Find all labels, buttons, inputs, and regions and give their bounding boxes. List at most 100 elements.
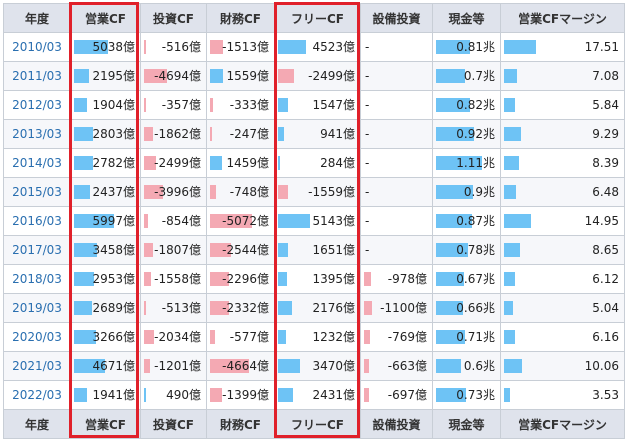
footer-header-investing-cf[interactable]: 投資CF bbox=[140, 409, 207, 439]
operating-cf-margin-cell: 10.06 bbox=[500, 351, 625, 381]
cash-bar bbox=[436, 185, 474, 199]
capex-cell: -663億 bbox=[360, 351, 433, 381]
col-header-operating-cf-margin[interactable]: 営業CFマージン bbox=[500, 3, 625, 33]
investing-cf-value: -854億 bbox=[161, 214, 201, 228]
capex-value: - bbox=[365, 98, 370, 112]
operating-cf-margin-value: 9.29 bbox=[592, 127, 619, 141]
investing-cf-cell: -357億 bbox=[140, 90, 207, 120]
table-row: 2017/03 3458億 -1807億 -2544億 1651億 - 0.78兆 8.65 bbox=[3, 235, 625, 265]
footer-header-capex[interactable]: 設備投資 bbox=[360, 409, 433, 439]
fiscal-year-link[interactable]: 2016/03 bbox=[3, 206, 71, 236]
capex-value: - bbox=[365, 127, 370, 141]
free-cf-value: 5143億 bbox=[312, 214, 355, 228]
financing-cf-cell: -247億 bbox=[206, 119, 275, 149]
fiscal-year-link[interactable]: 2019/03 bbox=[3, 293, 71, 323]
operating-cf-margin-cell: 6.48 bbox=[500, 177, 625, 207]
fiscal-year-link[interactable]: 2022/03 bbox=[3, 380, 71, 410]
cash-cell: 0.92兆 bbox=[432, 119, 501, 149]
free-cf-value: 1232億 bbox=[312, 330, 355, 344]
footer-header-cash[interactable]: 現金等 bbox=[432, 409, 501, 439]
fiscal-year-link[interactable]: 2020/03 bbox=[3, 322, 71, 352]
fiscal-year-link[interactable]: 2017/03 bbox=[3, 235, 71, 265]
col-header-operating-cf[interactable]: 営業CF bbox=[70, 3, 141, 33]
footer-header-operating-cf-margin[interactable]: 営業CFマージン bbox=[500, 409, 625, 439]
free-cf-bar bbox=[278, 98, 288, 112]
table-row: 2022/03 1941億 490億 -1399億 2431億 -697億 0.73兆 3.5… bbox=[3, 380, 625, 410]
operating-cf-margin-cell: 9.29 bbox=[500, 119, 625, 149]
fiscal-year-link[interactable]: 2014/03 bbox=[3, 148, 71, 178]
free-cf-value: 941億 bbox=[320, 127, 355, 141]
capex-cell: - bbox=[360, 61, 433, 91]
fiscal-year-link[interactable]: 2013/03 bbox=[3, 119, 71, 149]
capex-cell: -697億 bbox=[360, 380, 433, 410]
table-header: 年度 営業CF 投資CF 財務CF フリーCF 設備投資 現金等 営業CFマージ… bbox=[3, 3, 625, 33]
operating-cf-cell: 2195億 bbox=[70, 61, 141, 91]
cash-value: 0.71兆 bbox=[456, 330, 495, 344]
fiscal-year-link[interactable]: 2011/03 bbox=[3, 61, 71, 91]
financing-cf-value: -577億 bbox=[229, 330, 269, 344]
col-header-free-cf[interactable]: フリーCF bbox=[274, 3, 361, 33]
operating-cf-margin-cell: 14.95 bbox=[500, 206, 625, 236]
free-cf-value: -2499億 bbox=[308, 69, 355, 83]
financing-cf-bar bbox=[210, 69, 223, 83]
col-header-capex[interactable]: 設備投資 bbox=[360, 3, 433, 33]
cash-value: 1.11兆 bbox=[456, 156, 495, 170]
operating-cf-value: 3266億 bbox=[92, 330, 135, 344]
operating-cf-margin-bar bbox=[504, 359, 523, 373]
col-header-year[interactable]: 年度 bbox=[3, 3, 71, 33]
footer-header-financing-cf[interactable]: 財務CF bbox=[206, 409, 275, 439]
footer-header-operating-cf[interactable]: 営業CF bbox=[70, 409, 141, 439]
cash-bar bbox=[436, 156, 482, 170]
financing-cf-value: 1459億 bbox=[226, 156, 269, 170]
fiscal-year-link[interactable]: 2012/03 bbox=[3, 90, 71, 120]
financing-cf-value: -1399億 bbox=[222, 388, 269, 402]
capex-bar bbox=[364, 301, 372, 315]
operating-cf-bar bbox=[74, 69, 89, 83]
operating-cf-margin-cell: 8.39 bbox=[500, 148, 625, 178]
operating-cf-margin-value: 5.04 bbox=[592, 301, 619, 315]
operating-cf-bar bbox=[74, 185, 91, 199]
fiscal-year-link[interactable]: 2010/03 bbox=[3, 32, 71, 62]
free-cf-cell: 3470億 bbox=[274, 351, 361, 381]
financing-cf-bar bbox=[210, 127, 213, 141]
operating-cf-margin-value: 10.06 bbox=[584, 359, 619, 373]
capex-value: -769億 bbox=[387, 330, 427, 344]
operating-cf-bar bbox=[74, 156, 93, 170]
free-cf-cell: 1547億 bbox=[274, 90, 361, 120]
fiscal-year-link[interactable]: 2015/03 bbox=[3, 177, 71, 207]
cash-value: 0.82兆 bbox=[456, 98, 495, 112]
fiscal-year-link[interactable]: 2018/03 bbox=[3, 264, 71, 294]
table-row: 2010/03 5038億 -516億 -1513億 4523億 - 0.81兆 17.51 bbox=[3, 32, 625, 62]
col-header-investing-cf[interactable]: 投資CF bbox=[140, 3, 207, 33]
investing-cf-bar bbox=[144, 330, 154, 344]
col-header-financing-cf[interactable]: 財務CF bbox=[206, 3, 275, 33]
operating-cf-value: 2195億 bbox=[92, 69, 135, 83]
operating-cf-margin-value: 17.51 bbox=[584, 40, 619, 54]
financing-cf-bar bbox=[210, 330, 215, 344]
free-cf-value: -1559億 bbox=[308, 185, 355, 199]
table-footer: 年度 営業CF 投資CF 財務CF フリーCF 設備投資 現金等 営業CFマージ… bbox=[3, 409, 625, 439]
cash-bar bbox=[436, 330, 466, 344]
financing-cf-value: -5072億 bbox=[222, 214, 269, 228]
cash-cell: 1.11兆 bbox=[432, 148, 501, 178]
cash-bar bbox=[436, 359, 461, 373]
capex-cell: - bbox=[360, 148, 433, 178]
investing-cf-bar bbox=[144, 359, 150, 373]
financing-cf-cell: -577億 bbox=[206, 322, 275, 352]
financing-cf-bar bbox=[210, 243, 232, 257]
fiscal-year-link[interactable]: 2021/03 bbox=[3, 351, 71, 381]
footer-header-free-cf[interactable]: フリーCF bbox=[274, 409, 361, 439]
investing-cf-cell: -2499億 bbox=[140, 148, 207, 178]
investing-cf-cell: -2034億 bbox=[140, 322, 207, 352]
operating-cf-margin-bar bbox=[504, 388, 511, 402]
table-row: 2018/03 2953億 -1558億 -2296億 1395億 -978億 0.67兆 6… bbox=[3, 264, 625, 294]
col-header-cash[interactable]: 現金等 bbox=[432, 3, 501, 33]
investing-cf-bar bbox=[144, 214, 149, 228]
cash-value: 0.87兆 bbox=[456, 214, 495, 228]
financing-cf-cell: -1399億 bbox=[206, 380, 275, 410]
cash-cell: 0.67兆 bbox=[432, 264, 501, 294]
table-row: 2019/03 2689億 -513億 -2332億 2176億 -1100億 0.66兆 5… bbox=[3, 293, 625, 323]
investing-cf-bar bbox=[144, 185, 164, 199]
footer-header-year[interactable]: 年度 bbox=[3, 409, 71, 439]
operating-cf-value: 5997億 bbox=[92, 214, 135, 228]
